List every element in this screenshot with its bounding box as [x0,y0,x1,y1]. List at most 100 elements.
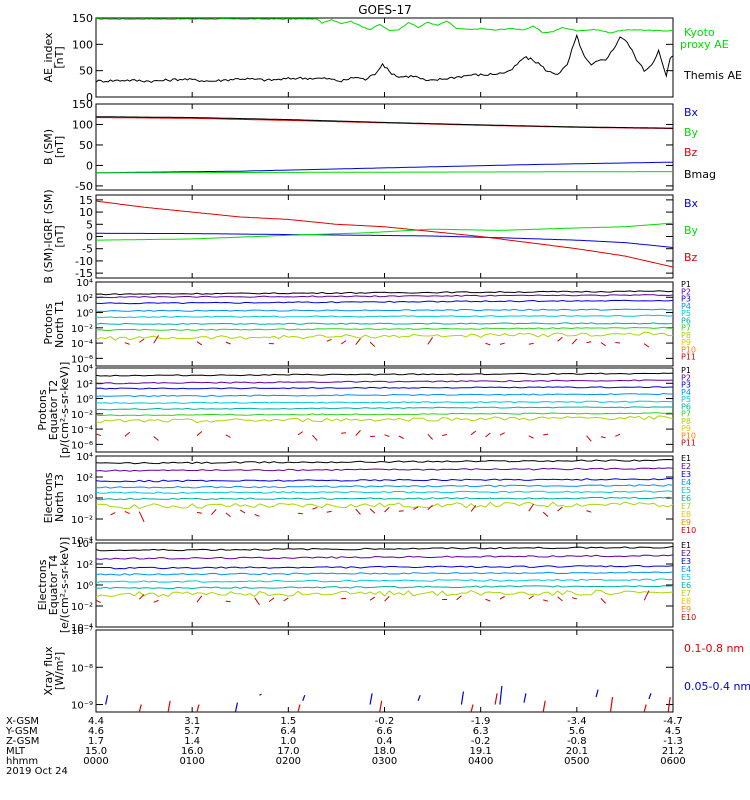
y-tick-label: 10⁻² [71,602,93,613]
y-tick-label: 100 [72,118,93,131]
flux-fragment [557,506,563,512]
y-axis-label-line: Protons [42,303,55,344]
flux-line-6 [95,496,674,501]
flux-line-5 [95,314,674,319]
y-axis-label-line: B (SM)-IGRF (SM) [42,189,55,283]
flux-fragment [196,341,203,346]
y-axis-label-line: B (SM) [42,129,55,165]
flux-fragment [571,338,578,345]
panel-5: ProtonsEquator T2[p/(cm²-s-sr-keV)] 10⁴ 10… [36,362,696,459]
xray-mark-1 [167,700,171,713]
xray-mark-2 [648,693,652,700]
x-tick-label: 6.3 [473,726,489,737]
flux-fragment [600,598,607,604]
flux-fragment [138,511,145,523]
y-tick-label: 10⁻⁹ [71,701,93,712]
x-tick-label: 18.0 [373,746,395,757]
flux-fragment [340,340,347,345]
xray-mark-1 [138,704,142,713]
y-tick-label: 10⁰ [76,309,93,320]
legend-e2: E2 [681,462,691,471]
y-tick-label: 10² [76,379,93,390]
legend-p4: P4 [681,302,691,311]
panel-8: Xray flux[W/m²] 10⁻⁷ 10⁻⁸ 10⁻⁹ 0.1-0.8 nm 0.0… [42,626,750,713]
x-tick-label: 0100 [179,756,204,767]
legend-p10: P10 [681,431,696,440]
flux-fragment [499,432,505,436]
y-tick-label: 0 [86,231,93,244]
series-line-bx [96,161,673,174]
flux-line-1 [95,545,674,552]
flux-fragment [398,510,404,512]
flux-line-7 [95,326,674,332]
row-label-mlt: MLT [6,746,26,757]
flux-line-6 [96,585,674,590]
y-tick-label: -15 [75,267,93,280]
xray-mark-1 [643,704,647,713]
flux-line-8 [95,415,674,424]
panel-7: ElectronsEquator T4[e/(cm²-s-sr-keV)] 10⁴… [36,537,696,634]
flux-fragment [254,597,260,606]
y-axis-label-line: [nT] [53,46,66,68]
y-tick-label: 0 [86,91,93,104]
flux-fragment [283,597,289,602]
legend-e6: E6 [681,581,691,590]
flux-fragment [369,596,376,601]
row-label-y-gsm: Y-GSM [5,726,38,737]
y-tick-label: 10² [76,473,93,484]
y-tick-label: 10⁻⁸ [71,663,93,674]
legend-kyoto-line1: Kyoto [684,26,715,39]
x-tick-label: 5.7 [184,726,200,737]
flux-fragment [312,507,318,510]
flux-line-5 [95,578,674,584]
flux-fragment [326,510,332,513]
y-axis-label-line: Electrons [42,472,55,523]
flux-fragment [139,338,145,343]
y-axis-label-line: Electrons [36,559,49,610]
x-tick-label: 17.0 [277,746,299,757]
flux-fragment [485,432,491,438]
legend-e1: E1 [681,454,691,463]
xray-mark-2 [369,693,373,705]
flux-fragment [543,433,549,436]
legend-p2: P2 [681,373,691,382]
flux-line-8 [95,331,674,341]
flux-fragment [499,596,505,600]
flux-fragment [542,511,549,517]
xray-mark-2 [460,691,465,705]
y-tick-label: 50 [79,139,93,152]
y-tick-label: 10⁰ [76,395,93,406]
flux-fragment [110,512,116,516]
xray-mark-2 [523,693,527,703]
flux-fragment [470,430,477,436]
y-tick-label: 10⁻⁶ [71,354,93,365]
legend-e3: E3 [681,557,691,566]
y-tick-label: 15 [79,194,93,207]
y-tick-label: 150 [72,98,93,111]
flux-line-6 [95,322,674,325]
x-tick-label: 5.6 [569,726,585,737]
flux-line-5 [95,400,674,405]
x-tick-label: 4.5 [665,726,681,737]
flux-line-1 [95,458,674,465]
flux-fragment [326,338,332,342]
flux-line-3 [95,564,674,570]
flux-fragment [138,594,145,600]
x-tick-label: 1.0 [280,736,296,747]
xray-mark-2 [105,695,109,705]
legend-p4: P4 [681,388,691,397]
legend-p6: P6 [681,402,691,411]
legend-p8: P8 [681,417,691,426]
legend-p3: P3 [681,381,691,390]
series-line-themis-ae [95,33,674,83]
x-tick-label: -0.2 [375,716,395,727]
legend-e9: E9 [681,605,691,614]
xray-mark-2 [499,685,503,705]
x-tick-label: 4.4 [88,716,104,727]
flux-fragment [268,597,275,602]
flux-fragment [124,510,130,515]
flux-fragment [341,432,347,434]
